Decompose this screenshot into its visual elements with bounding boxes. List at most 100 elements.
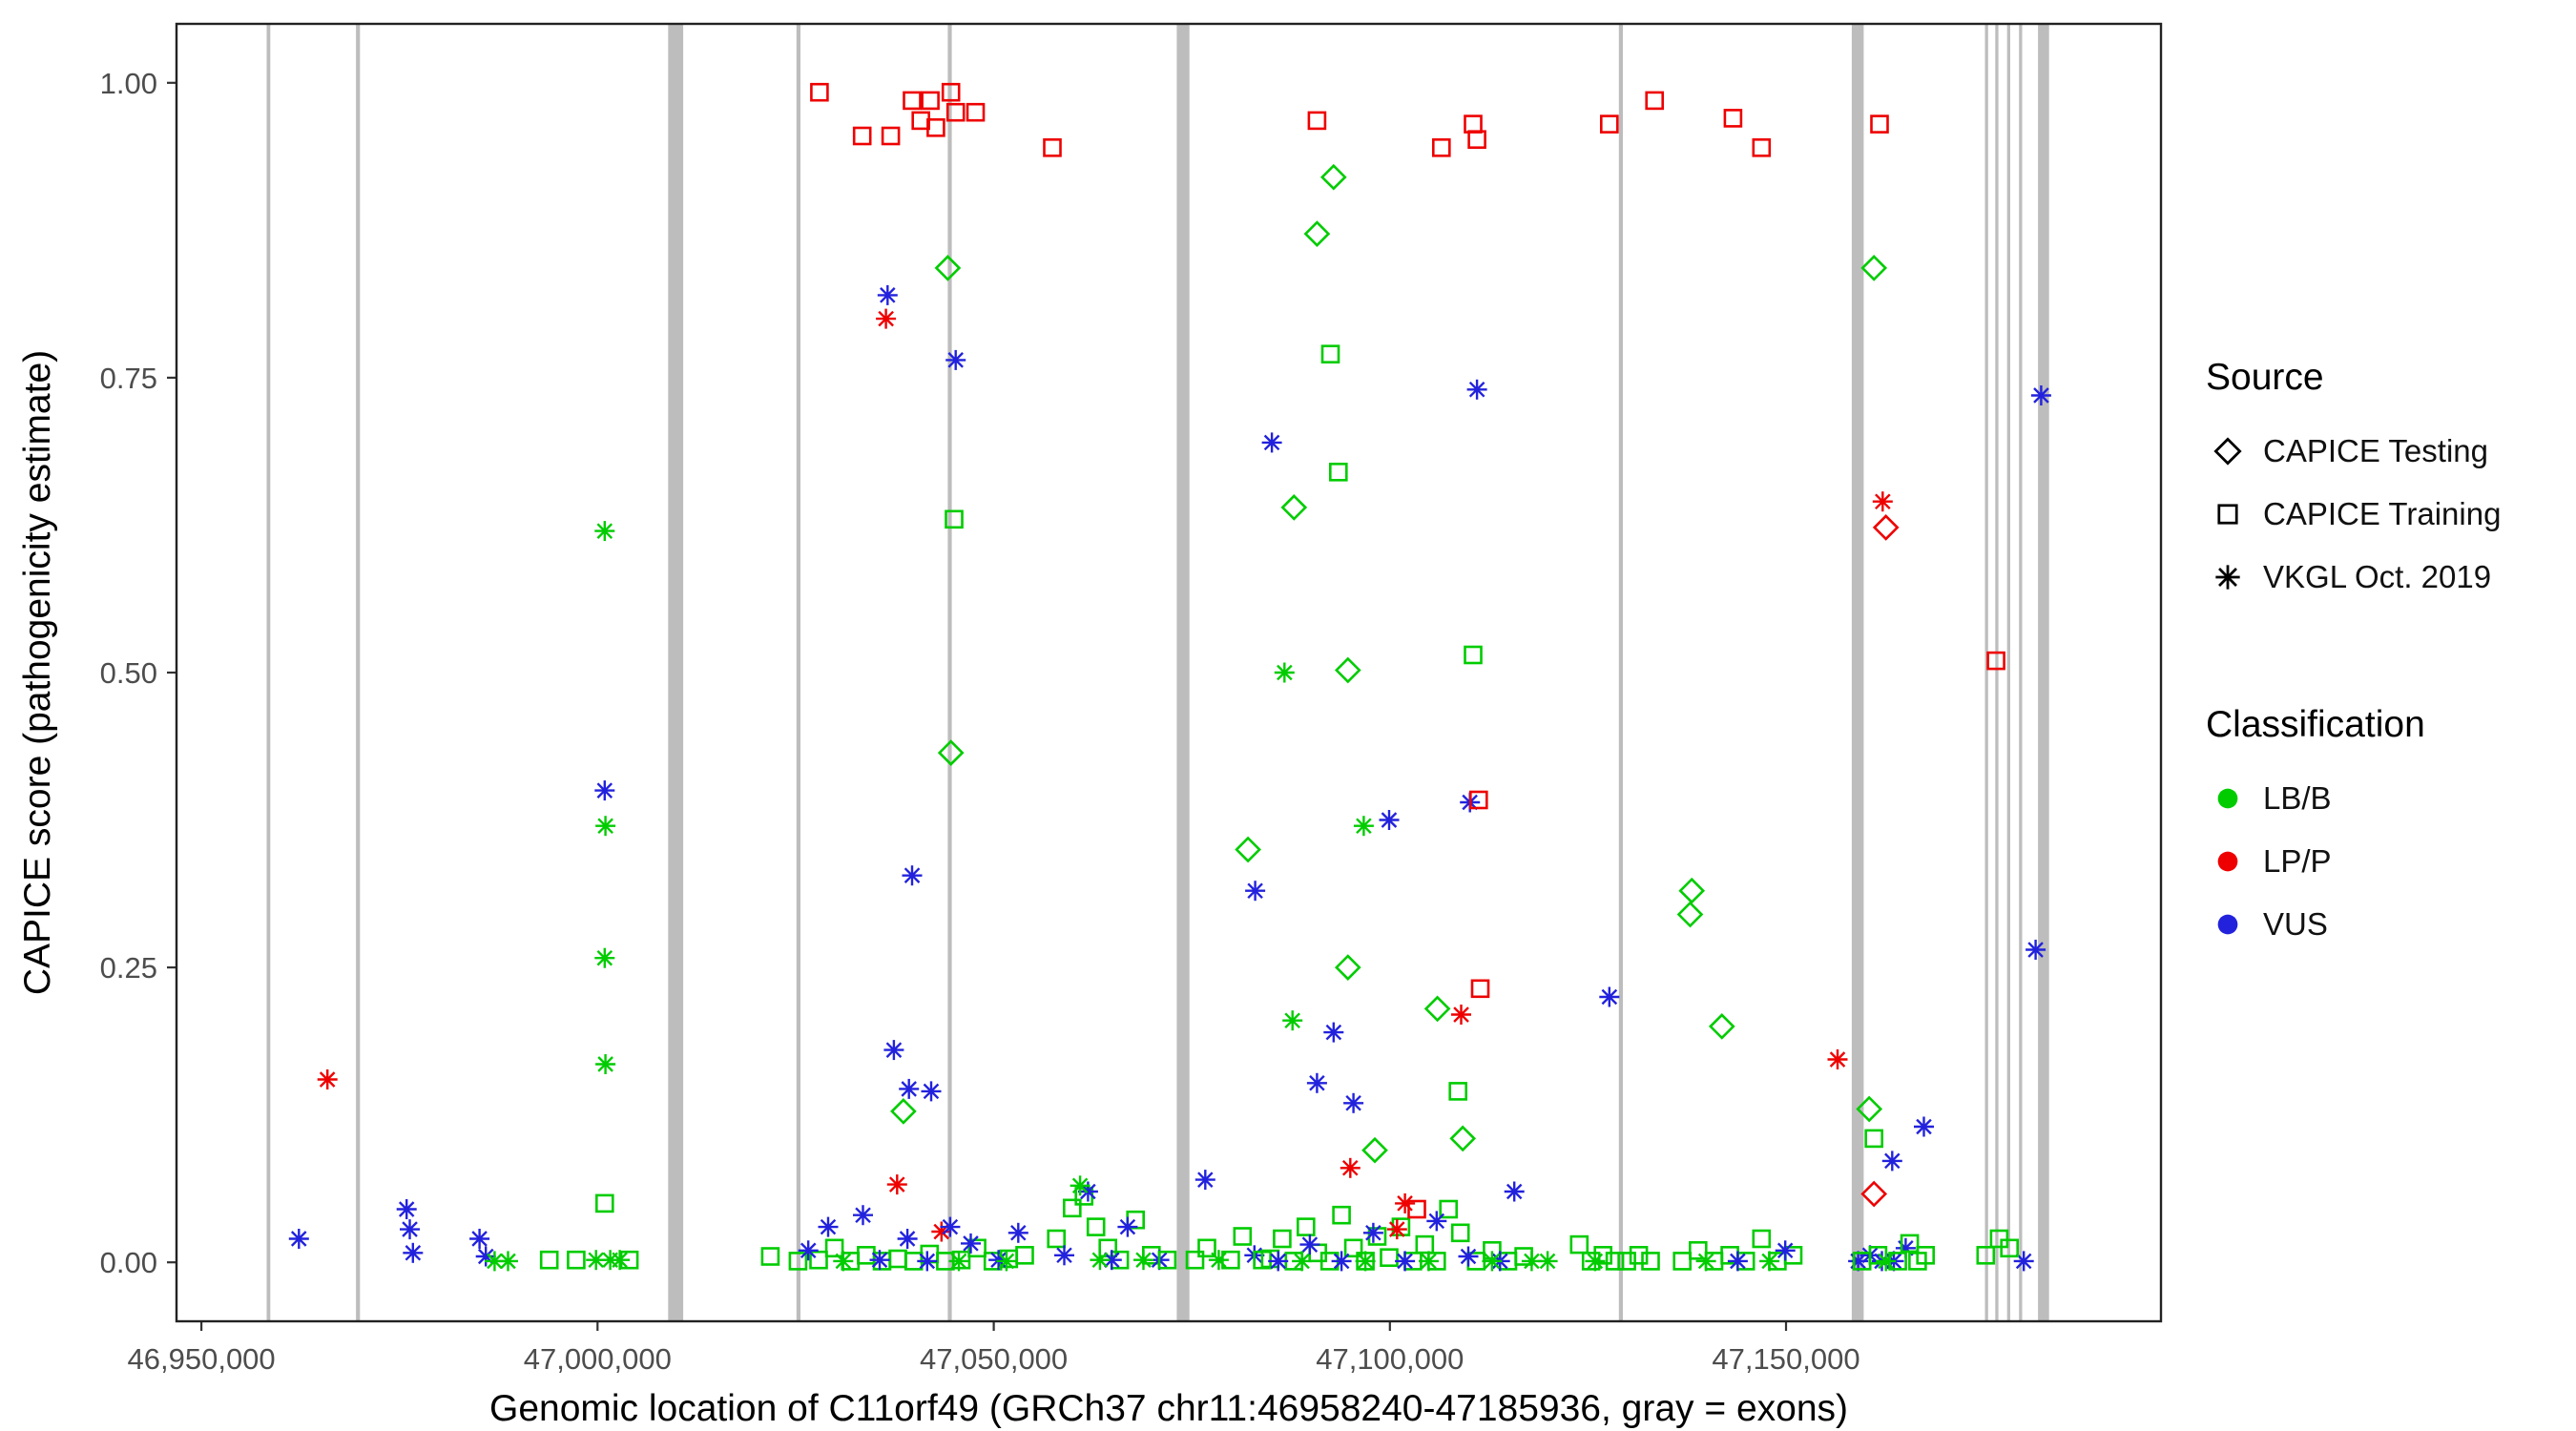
point: [1900, 1234, 1920, 1254]
point: [1015, 1246, 1034, 1265]
point: [881, 126, 901, 146]
point: [945, 349, 966, 370]
point: [594, 947, 615, 968]
legend: Source CAPICE Testing CAPICE Training: [2206, 357, 2568, 956]
point: [1449, 1125, 1477, 1152]
point: [1063, 1198, 1082, 1218]
y-tick-label: 0.50: [100, 656, 157, 690]
exon-bar: [356, 24, 361, 1321]
exon-bars: [266, 24, 2049, 1321]
x-tick-label: 47,100,000: [1316, 1342, 1464, 1376]
point: [810, 82, 829, 102]
blue-dot-icon: [2217, 914, 2238, 935]
point: [1306, 1072, 1327, 1093]
point: [1043, 138, 1062, 157]
point: [951, 1250, 971, 1270]
point: [1629, 1246, 1649, 1265]
point: [883, 1040, 904, 1061]
exon-bar: [1984, 24, 1988, 1321]
point: [961, 1233, 981, 1254]
legend-source-title: Source: [2206, 357, 2324, 398]
point: [595, 816, 616, 837]
point: [1117, 1216, 1138, 1237]
legend-classification-title: Classification: [2206, 704, 2425, 745]
point: [1470, 979, 1490, 999]
point: [798, 1240, 819, 1261]
point: [2000, 1238, 2019, 1258]
point: [403, 1242, 424, 1263]
point: [1395, 1251, 1416, 1272]
point: [1282, 1010, 1303, 1031]
point: [1329, 462, 1348, 482]
point: [1689, 1241, 1708, 1260]
point: [888, 1249, 907, 1269]
point: [1261, 432, 1282, 453]
point: [966, 102, 986, 122]
point: [469, 1229, 490, 1249]
point: [1391, 1217, 1411, 1236]
point: [1466, 379, 1487, 400]
legend-label: CAPICE Testing: [2263, 433, 2488, 468]
point: [1864, 1129, 1883, 1149]
exon-bar: [1851, 24, 1864, 1321]
point: [886, 1174, 907, 1195]
point: [1672, 1252, 1692, 1271]
point: [937, 739, 965, 766]
point: [1916, 1246, 1935, 1265]
point: [1299, 1234, 1320, 1255]
point: [1332, 1205, 1351, 1225]
point: [869, 1250, 890, 1271]
legend-item-capice-testing: CAPICE Testing: [2206, 420, 2568, 483]
point: [594, 780, 615, 801]
legend-item-lpp: LP/P: [2206, 830, 2568, 893]
point: [1458, 1246, 1479, 1267]
y-axis-title: CAPICE score (pathogenicity estimate): [17, 349, 58, 996]
legend-source: Source CAPICE Testing CAPICE Training: [2206, 357, 2568, 609]
point: [1195, 1170, 1215, 1191]
point: [1914, 1116, 1934, 1137]
point: [1482, 1251, 1503, 1272]
point: [2013, 1251, 2034, 1272]
diamond-icon: [2213, 437, 2242, 466]
point: [1343, 1092, 1364, 1113]
point: [1569, 1234, 1589, 1255]
point: [539, 1250, 559, 1270]
legend-classification: Classification LB/B LP/P VUS: [2206, 704, 2568, 956]
point: [610, 1250, 631, 1271]
point: [1537, 1251, 1558, 1272]
point: [400, 1219, 420, 1240]
point: [1090, 1250, 1111, 1271]
point: [853, 1205, 873, 1226]
point: [1054, 1245, 1074, 1266]
x-tick-label: 47,050,000: [920, 1342, 1068, 1376]
point: [824, 1238, 844, 1258]
point: [917, 1251, 938, 1272]
point: [1320, 344, 1340, 364]
point: [1221, 1250, 1240, 1270]
exon-bar: [947, 24, 952, 1321]
point: [1695, 1251, 1716, 1272]
point: [2025, 940, 2046, 960]
point: [1235, 836, 1261, 863]
point: [1334, 656, 1361, 684]
point: [945, 509, 964, 529]
point: [1245, 881, 1266, 902]
point: [1273, 1229, 1292, 1249]
point: [921, 1081, 942, 1102]
point: [1133, 1250, 1153, 1271]
point: [899, 1078, 920, 1099]
point: [876, 308, 897, 329]
exon-bar: [1618, 24, 1623, 1321]
point: [1331, 1251, 1352, 1272]
point: [940, 1216, 961, 1237]
exon-bar: [2019, 24, 2023, 1321]
point: [1870, 114, 1889, 134]
exon-bar: [2038, 24, 2049, 1321]
point: [1617, 1252, 1636, 1271]
point: [1645, 91, 1664, 111]
point: [833, 1251, 854, 1272]
point: [1355, 1251, 1376, 1272]
point: [1752, 138, 1772, 157]
y-tick-label: 1.00: [100, 67, 157, 100]
exon-bar: [266, 24, 271, 1321]
